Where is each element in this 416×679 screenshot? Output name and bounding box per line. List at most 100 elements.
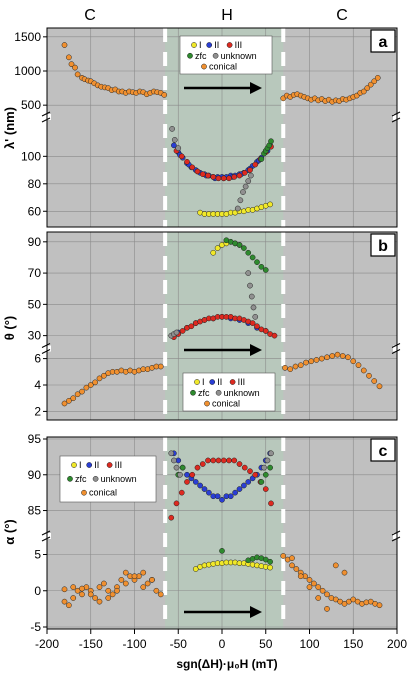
data-point-zfc (236, 242, 243, 248)
legend-label-unknown: unknown (224, 388, 260, 398)
y-tick-label: 90 (28, 468, 42, 482)
data-point-conical (140, 569, 147, 576)
data-point-II (197, 482, 203, 489)
data-point-conical (79, 388, 85, 395)
data-point-III (262, 486, 269, 492)
data-point-zfc (258, 263, 265, 270)
data-point-II (227, 493, 234, 500)
plot-frame (46, 231, 398, 421)
panel-letter-text: c (379, 443, 388, 460)
data-point-conical (66, 54, 72, 61)
field-arrow-head (250, 344, 262, 356)
data-point-III (220, 175, 227, 182)
axis-break-mark (41, 536, 51, 542)
data-point-unknown (168, 450, 175, 457)
panel-letter-box (370, 29, 396, 53)
data-point-conical (161, 92, 168, 98)
plot-frame (46, 27, 398, 228)
top-label-center: H (221, 7, 233, 24)
legend-marker-III (226, 42, 233, 48)
data-point-unknown (234, 205, 241, 212)
data-point-III (205, 457, 211, 464)
data-point-conical (92, 379, 98, 386)
legend-label-conical: conical (89, 488, 117, 498)
data-point-conical (367, 81, 374, 88)
data-point-conical (334, 351, 341, 358)
data-point-conical (315, 584, 322, 590)
data-point-conical (96, 598, 103, 605)
legend-label-III: III (235, 40, 243, 50)
x-tick-label: -150 (79, 637, 103, 651)
data-point-conical (157, 591, 164, 598)
legend-label-zfc: zfc (75, 474, 87, 484)
data-point-conical (324, 606, 330, 612)
data-point-III (220, 457, 227, 464)
legend-marker-zfc (67, 475, 73, 482)
data-point-conical (96, 375, 103, 382)
data-point-unknown (171, 137, 178, 143)
legend-label-unknown: unknown (221, 51, 257, 61)
data-point-conical (122, 569, 129, 576)
data-point-II (214, 493, 221, 500)
y-tick-label: 95 (28, 432, 42, 446)
data-point-conical (153, 587, 160, 594)
axis-break-mark (41, 349, 51, 354)
y-tick-label: 90 (28, 235, 42, 249)
field-arrow-head (250, 82, 262, 94)
data-point-unknown (245, 270, 252, 276)
data-point-conical (101, 580, 107, 587)
panel-letter-b: b (370, 233, 396, 257)
top-label-right: C (336, 7, 348, 24)
data-point-zfc (258, 479, 265, 485)
data-point-II (206, 489, 212, 496)
data-point-unknown (237, 197, 244, 204)
data-point-I (267, 201, 273, 208)
data-point-conical (61, 42, 68, 48)
data-point-conical (332, 562, 339, 569)
data-point-unknown (173, 464, 180, 471)
axis-break-mark (41, 343, 51, 348)
data-point-III (262, 328, 269, 334)
data-point-conical (306, 584, 313, 590)
y-tick-label: 70 (28, 266, 42, 280)
data-point-III (252, 471, 259, 478)
data-point-unknown (252, 314, 259, 320)
legend-marker-conical (81, 489, 87, 496)
data-point-conical (308, 358, 315, 365)
panel-letter-text: a (379, 34, 388, 51)
data-point-III (210, 457, 217, 464)
data-point-zfc (262, 471, 269, 478)
y-tick-label: 4 (34, 378, 41, 392)
x-axis: -200 -150 -100 -50 0 50 100 150 200 (35, 629, 407, 651)
data-point-conical (345, 354, 351, 361)
data-point-conical (364, 85, 371, 91)
legend-marker-III (229, 379, 236, 385)
x-axis-label: sgn(ΔH)·μ₀H (mT) (176, 657, 277, 671)
data-point-conical (315, 595, 322, 601)
data-point-unknown (248, 293, 255, 300)
data-point-III (252, 161, 259, 168)
x-tick-label: 150 (343, 637, 363, 651)
axis-break-mark (391, 117, 401, 123)
data-point-conical (105, 595, 112, 601)
x-tick-label: 0 (219, 637, 226, 651)
data-point-conical (144, 580, 151, 587)
data-point-III (241, 464, 248, 471)
axis-break-mark (41, 530, 51, 536)
data-point-unknown (250, 304, 257, 311)
field-arrow-head (250, 606, 262, 618)
data-point-III (236, 461, 243, 467)
data-point-unknown (240, 189, 246, 195)
data-point-III (178, 153, 185, 160)
axis-break-mark (41, 117, 51, 123)
data-point-conical (293, 566, 300, 572)
panel-letter-c: c (370, 438, 396, 462)
legend-marker-unknown (92, 475, 99, 482)
data-point-conical (282, 364, 288, 371)
data-point-zfc (219, 548, 225, 554)
